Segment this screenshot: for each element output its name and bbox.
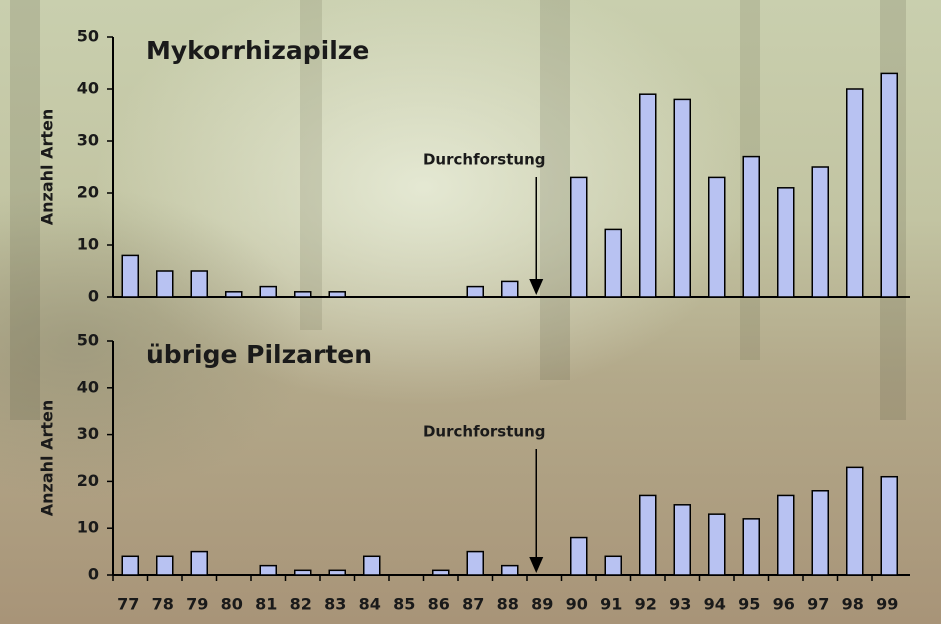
y-tick-label: 30	[77, 424, 99, 443]
bar	[847, 89, 863, 297]
x-tick-label: 97	[807, 595, 829, 614]
bar	[122, 255, 138, 297]
bar	[674, 505, 690, 575]
annotation: Durchforstung	[423, 423, 546, 441]
annotation: Durchforstung	[423, 151, 546, 169]
chart: Mykorrhizapilze Anzahl Arten 0 10 20 30 40 50 Du…	[0, 0, 941, 624]
bar	[191, 271, 207, 297]
bar	[571, 538, 587, 575]
bar	[329, 570, 345, 575]
bar	[709, 514, 725, 575]
y-tick-label: 40	[77, 79, 99, 98]
bar	[122, 556, 138, 575]
y-tick-label: 40	[77, 377, 99, 396]
y-tick-label: 10	[77, 235, 99, 254]
y-tick-label: 20	[77, 471, 99, 490]
x-tick-label: 87	[462, 595, 484, 614]
y-tick-label: 0	[88, 565, 99, 584]
bar	[812, 491, 828, 575]
bar	[812, 167, 828, 297]
bar	[743, 157, 759, 297]
bar	[467, 552, 483, 575]
x-tick-label: 86	[428, 595, 450, 614]
x-tick-label: 89	[531, 595, 553, 614]
page: {"chart_data": [ {"type": "bar", "title"…	[0, 0, 941, 624]
bar	[467, 287, 483, 297]
bar	[157, 271, 173, 297]
bar	[364, 556, 380, 575]
bar	[605, 229, 621, 297]
x-tick-label: 91	[600, 595, 622, 614]
bar	[502, 281, 518, 297]
bar	[191, 552, 207, 575]
bar	[847, 467, 863, 575]
x-tick-label: 92	[635, 595, 657, 614]
x-tick-label: 83	[324, 595, 346, 614]
x-tick-label: 80	[221, 595, 243, 614]
chart-title: übrige Pilzarten	[146, 340, 372, 369]
bar	[502, 566, 518, 575]
bar	[295, 570, 311, 575]
x-tick-label: 77	[117, 595, 139, 614]
x-tick-label: 81	[255, 595, 277, 614]
bar	[881, 73, 897, 297]
y-tick-label: 20	[77, 183, 99, 202]
x-tick-label: 79	[186, 595, 208, 614]
y-tick-label: 30	[77, 131, 99, 150]
bar	[571, 177, 587, 297]
bar	[778, 188, 794, 297]
x-tick-label: 95	[738, 595, 760, 614]
chart-title: Mykorrhizapilze	[146, 36, 369, 65]
y-tick-label: 0	[88, 287, 99, 306]
y-axis-label: Anzahl Arten	[38, 400, 57, 517]
x-tick-label: 85	[393, 595, 415, 614]
x-tick-label: 99	[876, 595, 898, 614]
x-tick-label: 93	[669, 595, 691, 614]
background-shade	[0, 0, 941, 624]
bar	[709, 177, 725, 297]
bar	[605, 556, 621, 575]
bar	[640, 94, 656, 297]
bar	[226, 292, 242, 297]
x-tick-label: 78	[152, 595, 174, 614]
x-tick-label: 82	[290, 595, 312, 614]
bar	[260, 566, 276, 575]
bar	[778, 495, 794, 575]
x-tick-label: 98	[842, 595, 864, 614]
x-tick-label: 90	[566, 595, 588, 614]
bar	[260, 287, 276, 297]
bar	[743, 519, 759, 575]
bar	[157, 556, 173, 575]
bar	[329, 292, 345, 297]
x-tick-label: 96	[773, 595, 795, 614]
bar	[640, 495, 656, 575]
y-tick-label: 50	[77, 27, 99, 46]
y-axis-label: Anzahl Arten	[38, 109, 57, 226]
bar	[433, 570, 449, 575]
bar	[674, 99, 690, 297]
x-tick-label: 94	[704, 595, 726, 614]
x-tick-label: 88	[497, 595, 519, 614]
x-tick-label: 84	[359, 595, 381, 614]
bar	[881, 477, 897, 575]
y-tick-label: 10	[77, 518, 99, 537]
y-tick-label: 50	[77, 331, 99, 350]
bar	[295, 292, 311, 297]
